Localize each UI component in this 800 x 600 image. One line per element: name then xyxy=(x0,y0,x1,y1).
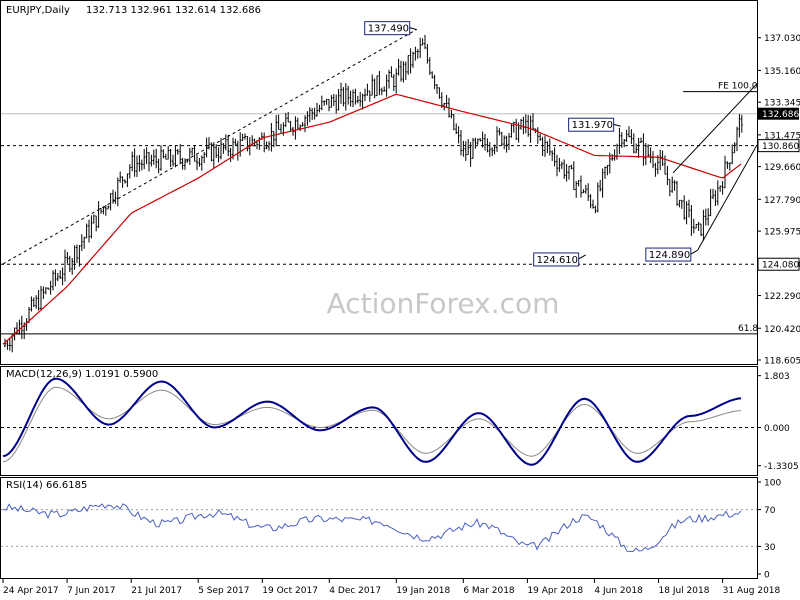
x-axis-tick-label: 7 Jun 2017 xyxy=(67,586,115,596)
level-tag-label: 130.860 xyxy=(762,142,799,152)
macd-axis-tick-label: 1.803 xyxy=(764,372,790,382)
current-price-label: 132.686 xyxy=(762,110,799,120)
price-axis-tick-label: 122.290 xyxy=(764,292,800,302)
rsi-panel xyxy=(0,477,758,579)
rsi-line xyxy=(2,503,742,553)
macd-panel xyxy=(0,366,758,476)
annotation-connector xyxy=(613,123,621,127)
annotation-box xyxy=(364,21,411,36)
level-tag-box xyxy=(757,257,800,271)
x-axis-tick-label: 19 Apr 2018 xyxy=(527,586,583,596)
watermark: ActionForex.com xyxy=(327,287,560,320)
x-axis-tick-label: 31 Aug 2018 xyxy=(723,586,781,596)
annotation-label: 124.890 xyxy=(649,250,690,261)
annotation-box xyxy=(645,247,692,262)
macd-signal-line xyxy=(2,386,742,463)
price-axis-tick-label: 127.790 xyxy=(764,196,800,206)
price-axis-tick-label: 137.030 xyxy=(764,34,800,44)
level-tag-box xyxy=(757,139,800,153)
rsi-axis-tick-label: 30 xyxy=(764,543,776,553)
symbol-header: EURJPY,Daily xyxy=(6,5,70,16)
rsi-axis-tick-label: 70 xyxy=(764,506,776,516)
price-axis-tick-label: 129.660 xyxy=(764,163,800,173)
fe-level-label: FE 100.0 xyxy=(718,82,758,92)
price-axis-tick-label: 125.975 xyxy=(764,228,800,238)
x-axis-tick-label: 5 Sep 2017 xyxy=(198,586,249,596)
fib-level-label: 61.8 xyxy=(738,324,758,334)
annotation-label: 124.610 xyxy=(537,255,578,266)
current-price-box xyxy=(758,107,799,120)
price-axis-tick-label: 135.160 xyxy=(764,67,800,77)
x-axis-tick-label: 19 Jan 2018 xyxy=(396,586,450,596)
x-axis-tick-label: 18 Jul 2018 xyxy=(659,586,710,596)
x-axis-tick-label: 6 Mar 2018 xyxy=(463,586,515,596)
macd-header: MACD(12,26,9) 1.0191 0.5900 xyxy=(6,369,158,380)
annotation-connector xyxy=(409,27,417,31)
rsi-axis-tick-label: 0 xyxy=(764,571,770,581)
macd-main-line xyxy=(2,377,742,466)
price-axis-tick-label: 118.605 xyxy=(764,357,800,367)
price-axis-tick-label: 120.420 xyxy=(764,325,800,335)
macd-axis-tick-label: -1.3305 xyxy=(764,462,799,472)
x-axis-tick-label: 4 Jun 2018 xyxy=(594,586,643,596)
annotation-box xyxy=(533,252,580,267)
annotation-label: 131.970 xyxy=(572,120,613,131)
price-axis-tick-label: 133.345 xyxy=(764,99,800,109)
annotation-label: 137.490 xyxy=(368,24,409,35)
ma-series-line xyxy=(2,93,742,345)
rising-trendline xyxy=(2,29,417,265)
x-axis-tick-label: 21 Jul 2017 xyxy=(131,586,182,596)
channel-upper-line xyxy=(672,83,758,174)
rsi-header: RSI(14) 66.6185 xyxy=(6,480,87,491)
price-axis-tick-label: 131.475 xyxy=(764,131,800,141)
x-axis-tick-label: 19 Oct 2017 xyxy=(262,586,318,596)
annotation-connector xyxy=(578,254,586,260)
annotation-connector xyxy=(690,249,699,255)
macd-axis-tick-label: 0.000 xyxy=(764,424,790,434)
rsi-axis-tick-label: 100 xyxy=(764,479,781,489)
channel-lower-line xyxy=(697,144,758,251)
ohlc-header: 132.713 132.961 132.614 132.686 xyxy=(86,5,261,16)
x-axis-tick-label: 4 Dec 2017 xyxy=(329,586,381,596)
price-panel xyxy=(0,0,758,365)
x-axis-tick-label: 24 Apr 2017 xyxy=(3,586,59,596)
level-tag-label: 124.080 xyxy=(762,261,799,271)
annotation-box xyxy=(568,117,615,132)
